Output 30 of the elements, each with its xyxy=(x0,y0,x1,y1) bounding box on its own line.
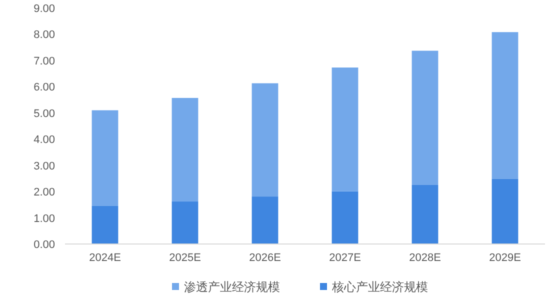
x-tick-label: 2026E xyxy=(249,252,281,264)
bar xyxy=(492,32,518,179)
bar xyxy=(92,110,118,206)
y-tick-label: 1.00 xyxy=(34,212,55,225)
y-tick-label: 2.00 xyxy=(34,186,55,199)
bar xyxy=(492,178,518,244)
bar xyxy=(412,185,438,244)
x-tick-label: 2027E xyxy=(329,252,361,264)
y-tick-label: 7.00 xyxy=(34,55,55,68)
bar xyxy=(412,50,438,185)
bar xyxy=(172,202,198,244)
y-tick-label: 4.00 xyxy=(34,134,55,146)
bar xyxy=(252,196,278,244)
y-tick-label: 3.00 xyxy=(34,160,55,172)
legend-label: 核心产业经济规模 xyxy=(331,280,428,294)
y-tick-label: 9.00 xyxy=(34,3,55,15)
bar xyxy=(92,206,118,244)
bar xyxy=(172,98,198,202)
x-tick-label: 2025E xyxy=(169,252,201,264)
x-tick-label: 2029E xyxy=(489,252,521,264)
y-tick-label: 8.00 xyxy=(34,29,55,42)
bar xyxy=(252,83,278,197)
bar xyxy=(332,191,358,244)
bar xyxy=(332,68,358,192)
y-tick-label: 0.00 xyxy=(34,239,55,251)
x-tick-label: 2028E xyxy=(409,252,441,264)
legend-label: 渗透产业经济规模 xyxy=(184,280,280,294)
y-tick-label: 6.00 xyxy=(34,82,55,94)
x-tick-label: 2024E xyxy=(89,252,121,264)
y-tick-label: 5.00 xyxy=(34,108,55,120)
